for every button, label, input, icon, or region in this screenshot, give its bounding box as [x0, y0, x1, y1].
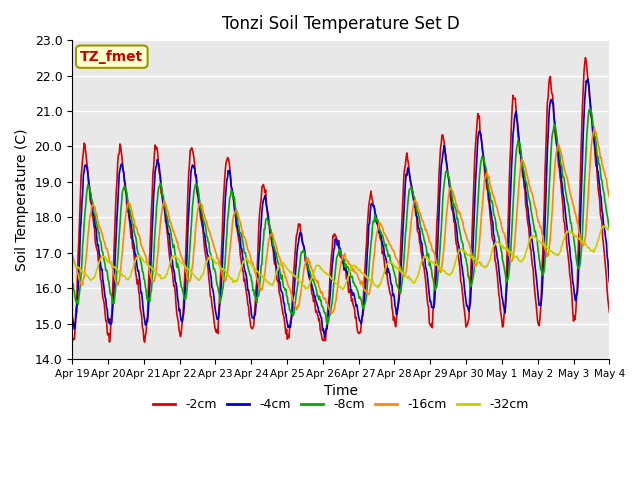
- Text: TZ_fmet: TZ_fmet: [80, 49, 143, 64]
- -16cm: [422, 227, 430, 232]
- -2cm: [605, 309, 613, 315]
- -8cm: [78, 261, 86, 266]
- Line: -2cm: -2cm: [72, 58, 609, 342]
- -4cm: [407, 179, 415, 185]
- -8cm: [133, 247, 141, 252]
- -4cm: [216, 299, 224, 304]
- -4cm: [321, 334, 328, 340]
- -2cm: [188, 145, 196, 151]
- -32cm: [188, 270, 196, 276]
- -32cm: [407, 276, 415, 282]
- -2cm: [582, 55, 589, 60]
- -8cm: [587, 107, 595, 112]
- -16cm: [133, 227, 141, 232]
- -8cm: [407, 186, 415, 192]
- -8cm: [323, 321, 331, 327]
- X-axis label: Time: Time: [324, 384, 358, 398]
- -16cm: [78, 282, 86, 288]
- -4cm: [422, 266, 430, 272]
- -32cm: [422, 255, 430, 261]
- -16cm: [328, 311, 336, 316]
- -2cm: [422, 277, 429, 283]
- Legend: -2cm, -4cm, -8cm, -16cm, -32cm: -2cm, -4cm, -8cm, -16cm, -32cm: [148, 394, 534, 417]
- -32cm: [600, 223, 607, 229]
- -16cm: [591, 126, 598, 132]
- -4cm: [133, 264, 141, 270]
- -16cm: [188, 267, 196, 273]
- Line: -32cm: -32cm: [72, 226, 609, 289]
- -32cm: [216, 264, 224, 269]
- Line: -16cm: -16cm: [72, 129, 609, 313]
- -2cm: [68, 339, 76, 345]
- -32cm: [68, 258, 76, 264]
- -8cm: [68, 280, 76, 286]
- Title: Tonzi Soil Temperature Set D: Tonzi Soil Temperature Set D: [222, 15, 460, 33]
- -16cm: [68, 254, 76, 260]
- -32cm: [133, 255, 141, 261]
- -2cm: [216, 285, 224, 291]
- -2cm: [133, 281, 141, 287]
- Line: -4cm: -4cm: [72, 79, 609, 337]
- -8cm: [216, 300, 224, 306]
- -4cm: [68, 312, 76, 317]
- -32cm: [339, 287, 346, 292]
- -4cm: [188, 165, 196, 171]
- -8cm: [605, 225, 613, 231]
- -32cm: [78, 269, 86, 275]
- -2cm: [406, 176, 413, 181]
- -16cm: [216, 265, 224, 271]
- Line: -8cm: -8cm: [72, 109, 609, 324]
- Y-axis label: Soil Temperature (C): Soil Temperature (C): [15, 128, 29, 271]
- -4cm: [605, 279, 613, 285]
- -4cm: [78, 200, 86, 206]
- -8cm: [188, 217, 196, 223]
- -8cm: [422, 244, 430, 250]
- -32cm: [605, 228, 613, 233]
- -4cm: [584, 76, 591, 82]
- -16cm: [605, 194, 613, 200]
- -2cm: [78, 166, 86, 172]
- -16cm: [407, 224, 415, 230]
